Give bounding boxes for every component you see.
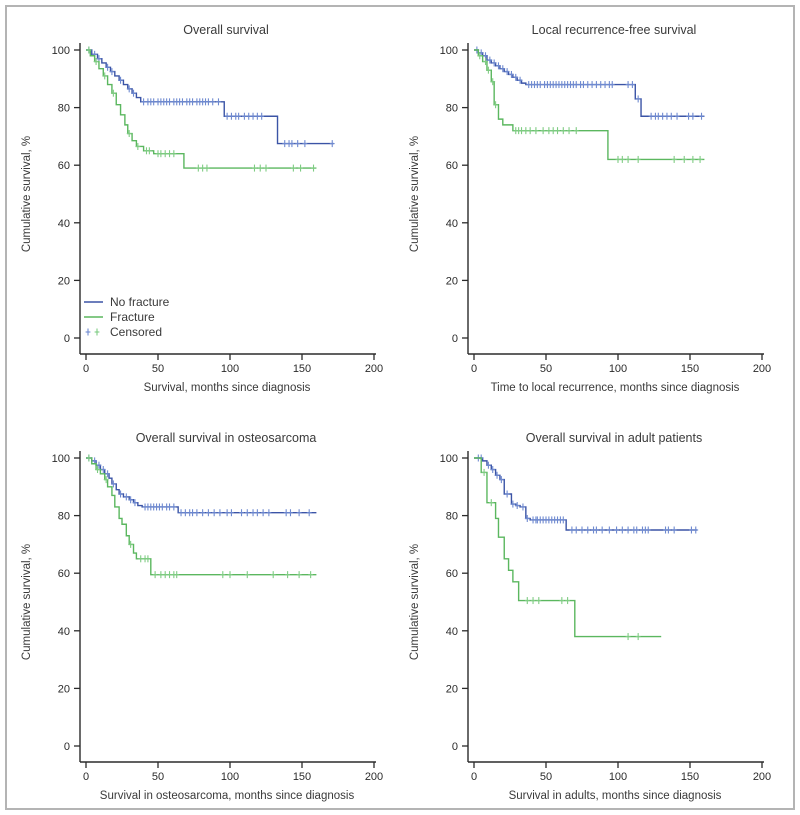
y-tick-label: 0 — [452, 741, 458, 753]
survival-curve-no_fracture — [474, 49, 705, 117]
y-tick-label: 60 — [58, 568, 70, 580]
y-tick-label: 40 — [446, 626, 458, 638]
y-axis-label: Cumulative survival, % — [21, 136, 33, 252]
x-tick-label: 150 — [293, 363, 311, 375]
x-tick-label: 100 — [609, 363, 627, 375]
x-tick-label: 150 — [681, 363, 699, 375]
x-tick-label: 0 — [83, 771, 89, 783]
panel-overall-survival: Overall survival Survival, months since d… — [21, 23, 383, 394]
x-tick-label: 200 — [753, 771, 771, 783]
x-axis-label: Survival in osteosarcoma, months since d… — [100, 790, 355, 802]
y-tick-label: 40 — [58, 218, 70, 230]
legend-label: Censored — [110, 325, 162, 339]
y-axis-label: Cumulative survival, % — [21, 544, 33, 660]
censor-marks-no_fracture — [86, 46, 335, 148]
y-tick-label: 80 — [446, 103, 458, 115]
legend-label: No fracture — [110, 295, 170, 309]
chart-title: Overall survival — [183, 23, 268, 37]
x-tick-label: 150 — [293, 771, 311, 783]
x-tick-label: 50 — [540, 771, 552, 783]
censor-marks-fracture — [86, 454, 314, 579]
y-tick-label: 20 — [58, 683, 70, 695]
y-tick-label: 80 — [58, 511, 70, 523]
y-tick-label: 60 — [446, 160, 458, 172]
x-tick-label: 0 — [83, 363, 89, 375]
y-tick-label: 0 — [452, 333, 458, 345]
survival-curve-no_fracture — [86, 49, 334, 145]
x-tick-label: 50 — [152, 363, 164, 375]
y-axis-label: Cumulative survival, % — [409, 544, 421, 660]
survival-curve-fracture — [86, 49, 317, 169]
panel-overall-survival-osteosarcoma: Overall survival in osteosarcoma Survival… — [21, 431, 383, 802]
y-tick-label: 100 — [52, 453, 70, 465]
y-tick-label: 0 — [64, 333, 70, 345]
y-axis-label: Cumulative survival, % — [409, 136, 421, 252]
x-tick-label: 0 — [471, 363, 477, 375]
y-tick-label: 60 — [446, 568, 458, 580]
x-tick-label: 50 — [152, 771, 164, 783]
y-tick-label: 40 — [446, 218, 458, 230]
censor-marks-fracture — [481, 468, 641, 641]
survival-curve-fracture — [474, 457, 662, 638]
x-tick-label: 200 — [753, 363, 771, 375]
y-tick-label: 100 — [52, 45, 70, 57]
y-tick-label: 20 — [446, 275, 458, 287]
y-tick-label: 0 — [64, 741, 70, 753]
chart-title: Overall survival in osteosarcoma — [136, 431, 317, 445]
y-tick-label: 40 — [58, 626, 70, 638]
chart-title: Overall survival in adult patients — [526, 431, 702, 445]
x-tick-label: 200 — [365, 363, 383, 375]
x-axis-label: Survival in adults, months since diagnos… — [509, 790, 722, 802]
x-tick-label: 100 — [221, 771, 239, 783]
panel-overall-survival-adults: Overall survival in adult patients Surviv… — [409, 431, 771, 802]
x-tick-label: 200 — [365, 771, 383, 783]
survival-curve-fracture — [86, 457, 317, 576]
survival-curve-no_fracture — [86, 457, 317, 514]
censor-marks-no_fracture — [475, 454, 699, 534]
chart-title: Local recurrence-free survival — [532, 23, 697, 37]
y-tick-label: 20 — [58, 275, 70, 287]
survival-curve-fracture — [474, 49, 705, 161]
y-tick-label: 80 — [58, 103, 70, 115]
x-tick-label: 150 — [681, 771, 699, 783]
censor-marks-fracture — [86, 46, 316, 172]
censor-marks-no_fracture — [86, 454, 312, 517]
censor-marks-no_fracture — [474, 46, 704, 120]
y-tick-label: 100 — [440, 45, 458, 57]
x-tick-label: 50 — [540, 363, 552, 375]
y-tick-label: 100 — [440, 453, 458, 465]
y-tick-label: 20 — [446, 683, 458, 695]
x-tick-label: 100 — [609, 771, 627, 783]
censor-marks-fracture — [477, 52, 703, 163]
y-tick-label: 80 — [446, 511, 458, 523]
panel-local-recurrence-free-survival: Local recurrence-free survival Time to lo… — [409, 23, 771, 394]
legend-label: Fracture — [110, 310, 155, 324]
x-tick-label: 0 — [471, 771, 477, 783]
x-axis-label: Survival, months since diagnosis — [144, 382, 311, 394]
x-tick-label: 100 — [221, 363, 239, 375]
y-tick-label: 60 — [58, 160, 70, 172]
x-axis-label: Time to local recurrence, months since d… — [491, 382, 740, 394]
